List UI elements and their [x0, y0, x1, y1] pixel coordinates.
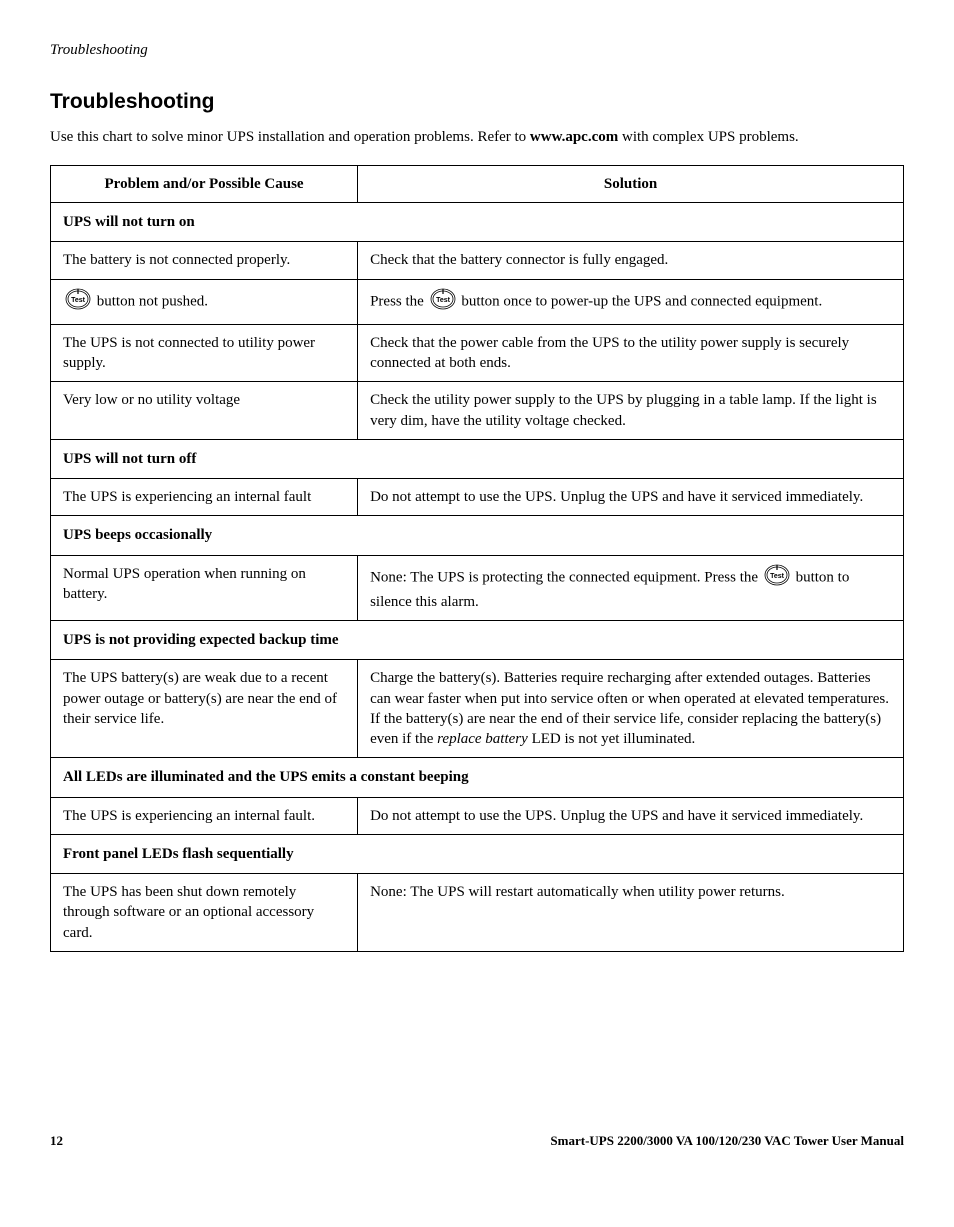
table-section-title: UPS is not providing expected backup tim… [51, 621, 904, 660]
cause-cell: The battery is not connected properly. [51, 242, 358, 279]
table-section-title: UPS will not turn off [51, 439, 904, 478]
solution-text-before: Press the [370, 293, 428, 309]
solution-text-before: None: The UPS is protecting the connecte… [370, 569, 762, 585]
solution-cell: Charge the battery(s). Batteries require… [358, 660, 904, 758]
cause-cell: The UPS has been shut down remotely thro… [51, 874, 358, 952]
footer-title: Smart-UPS 2200/3000 VA 100/120/230 VAC T… [550, 1132, 904, 1150]
page-number: 12 [50, 1132, 63, 1150]
cause-cell: The UPS is experiencing an internal faul… [51, 479, 358, 516]
table-section-row: Front panel LEDs flash sequentially [51, 834, 904, 873]
table-section-row: UPS is not providing expected backup tim… [51, 621, 904, 660]
intro-post: with complex UPS problems. [618, 129, 798, 145]
test-button-icon: Test [65, 288, 91, 316]
table-row: The UPS battery(s) are weak due to a rec… [51, 660, 904, 758]
table-row: The battery is not connected properly.Ch… [51, 242, 904, 279]
header-cause: Problem and/or Possible Cause [51, 165, 358, 202]
table-header-row: Problem and/or Possible Cause Solution [51, 165, 904, 202]
table-row: Very low or no utility voltageCheck the … [51, 382, 904, 440]
page-footer: 12 Smart-UPS 2200/3000 VA 100/120/230 VA… [50, 1132, 904, 1150]
solution-cell: None: The UPS will restart automatically… [358, 874, 904, 952]
solution-cell: Check the utility power supply to the UP… [358, 382, 904, 440]
svg-text:Test: Test [436, 297, 451, 304]
table-section-title: UPS beeps occasionally [51, 516, 904, 555]
test-button-icon: Test [764, 564, 790, 592]
running-head: Troubleshooting [50, 40, 904, 60]
table-section-row: All LEDs are illuminated and the UPS emi… [51, 758, 904, 797]
troubleshooting-table: Problem and/or Possible Cause Solution U… [50, 165, 904, 952]
intro-link-text: www.apc.com [530, 129, 618, 145]
cause-text: button not pushed. [93, 293, 208, 309]
intro-paragraph: Use this chart to solve minor UPS instal… [50, 127, 904, 147]
test-button-icon: Test [430, 288, 456, 316]
header-solution: Solution [358, 165, 904, 202]
table-section-row: UPS will not turn on [51, 203, 904, 242]
page-title: Troubleshooting [50, 88, 904, 116]
cause-cell: Test button not pushed. [51, 279, 358, 324]
table-row: Normal UPS operation when running on bat… [51, 555, 904, 621]
solution-text-italic: replace battery [437, 731, 528, 747]
table-section-title: All LEDs are illuminated and the UPS emi… [51, 758, 904, 797]
svg-text:Test: Test [71, 297, 86, 304]
table-row: The UPS is experiencing an internal faul… [51, 797, 904, 834]
table-row: The UPS has been shut down remotely thro… [51, 874, 904, 952]
cause-cell: The UPS is experiencing an internal faul… [51, 797, 358, 834]
cause-cell: Very low or no utility voltage [51, 382, 358, 440]
solution-cell: Check that the battery connector is full… [358, 242, 904, 279]
cause-cell: Normal UPS operation when running on bat… [51, 555, 358, 621]
table-section-row: UPS beeps occasionally [51, 516, 904, 555]
cause-cell: The UPS is not connected to utility powe… [51, 324, 358, 382]
solution-cell: Do not attempt to use the UPS. Unplug th… [358, 479, 904, 516]
intro-pre: Use this chart to solve minor UPS instal… [50, 129, 530, 145]
solution-text-after: button once to power-up the UPS and conn… [458, 293, 823, 309]
solution-text-post: LED is not yet illuminated. [528, 731, 695, 747]
solution-cell: Do not attempt to use the UPS. Unplug th… [358, 797, 904, 834]
table-row: The UPS is not connected to utility powe… [51, 324, 904, 382]
table-row: The UPS is experiencing an internal faul… [51, 479, 904, 516]
cause-cell: The UPS battery(s) are weak due to a rec… [51, 660, 358, 758]
svg-text:Test: Test [770, 573, 785, 580]
table-row: Test button not pushed.Press the Test bu… [51, 279, 904, 324]
table-section-title: Front panel LEDs flash sequentially [51, 834, 904, 873]
table-section-title: UPS will not turn on [51, 203, 904, 242]
table-section-row: UPS will not turn off [51, 439, 904, 478]
solution-cell: None: The UPS is protecting the connecte… [358, 555, 904, 621]
solution-cell: Press the Test button once to power-up t… [358, 279, 904, 324]
solution-cell: Check that the power cable from the UPS … [358, 324, 904, 382]
